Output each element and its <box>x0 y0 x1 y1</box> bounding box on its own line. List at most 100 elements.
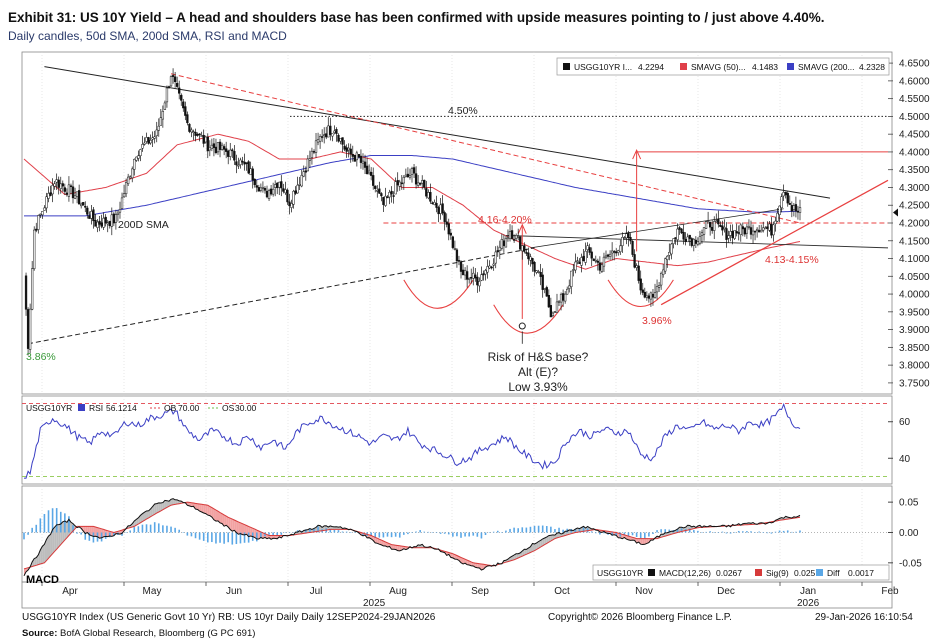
candle-body <box>137 155 140 159</box>
diff-bar <box>239 532 242 544</box>
candle <box>711 220 714 234</box>
diff-bar <box>378 532 381 538</box>
macd-fill-segment <box>528 546 531 554</box>
candle-body <box>149 140 152 144</box>
diff-bar <box>615 532 618 536</box>
candle <box>47 186 50 203</box>
diff-bar <box>644 532 646 539</box>
macd-fill-segment <box>542 538 545 546</box>
diff-bar <box>27 532 29 535</box>
macd-fill-segment <box>195 503 198 510</box>
candle <box>282 183 285 194</box>
candle-body <box>733 230 736 239</box>
candle-body <box>719 224 722 227</box>
candle-body <box>541 274 544 290</box>
diff-bar <box>337 530 340 533</box>
candle-body <box>396 180 399 186</box>
diff-bar <box>374 532 377 539</box>
diff-bar <box>635 532 638 537</box>
candle <box>659 271 663 290</box>
candle-body <box>210 144 214 149</box>
measure-arrow-h <box>517 223 527 234</box>
candle <box>365 157 369 175</box>
candle-body <box>176 82 179 87</box>
candle <box>151 131 154 147</box>
measure-arrow-up <box>632 148 642 160</box>
last-price-marker <box>893 208 898 217</box>
candle-body <box>441 203 444 214</box>
candle <box>492 258 495 271</box>
candle-body <box>94 219 97 227</box>
diff-bar <box>795 531 797 533</box>
macd-fill-segment <box>152 503 155 516</box>
candle-body <box>192 131 195 133</box>
price-legend: USGG10YR I... 4.2294 SMAVG (50)... 4.148… <box>556 57 890 76</box>
candle <box>251 166 254 189</box>
diff-bar <box>529 526 532 533</box>
candle <box>284 181 287 195</box>
macd-fill-segment <box>397 545 400 551</box>
candle <box>363 154 367 175</box>
candle <box>400 175 403 190</box>
macd-fill-segment <box>205 504 208 516</box>
candle-body <box>412 167 416 174</box>
right-shoulder-arc <box>607 279 674 307</box>
candle-body <box>457 260 461 262</box>
diff-bar <box>288 532 291 533</box>
macd-fill-segment <box>236 520 239 535</box>
diff-bar <box>733 532 736 533</box>
candle-body <box>653 292 657 298</box>
candle-body <box>547 295 550 308</box>
diff-bar <box>762 532 765 533</box>
month-label: May <box>143 586 162 597</box>
candle-body <box>435 203 438 208</box>
candle <box>790 201 793 218</box>
macd-fill-segment <box>148 508 151 518</box>
candle-body <box>572 269 575 271</box>
candle <box>155 121 158 143</box>
candle-body <box>749 227 753 235</box>
candle-body <box>173 76 177 82</box>
sma200-label: 200D SMA <box>118 219 169 231</box>
candle <box>100 214 103 229</box>
macd-fill-segment <box>164 500 167 509</box>
candle <box>684 232 687 246</box>
diff-bar <box>55 508 58 533</box>
diff-bar <box>464 532 466 537</box>
candle <box>547 289 550 308</box>
candle-body <box>423 179 426 188</box>
macd-fill-segment <box>226 516 229 528</box>
diff-bar <box>488 532 491 533</box>
candle-body <box>308 158 312 161</box>
macd-fill-segment <box>215 510 218 522</box>
candle-body <box>598 262 602 271</box>
candle-body <box>104 216 107 224</box>
macd-fill-segment <box>142 512 145 522</box>
diff-bar <box>215 532 217 544</box>
candle <box>629 233 632 245</box>
diff-bar <box>509 528 511 533</box>
candle <box>717 210 720 228</box>
candle <box>414 166 418 189</box>
candle-body <box>713 221 716 231</box>
candle-body <box>463 270 467 276</box>
candle <box>639 270 642 295</box>
candle-body <box>796 210 800 213</box>
candle-body <box>778 205 781 215</box>
macd-fill-segment <box>83 526 86 534</box>
candle-body <box>461 269 465 276</box>
candle <box>355 150 359 167</box>
macd-fill-segment <box>171 498 174 506</box>
candle-body <box>341 137 344 145</box>
macd-fill-segment <box>450 553 453 558</box>
diff-bar <box>680 528 683 533</box>
rsi-line <box>23 402 801 479</box>
candle <box>453 240 457 251</box>
macd-fill-segment <box>463 558 466 565</box>
macd-fill-segment <box>461 557 464 565</box>
candle <box>278 181 281 196</box>
diff-bar <box>362 532 364 536</box>
candle <box>678 225 681 235</box>
candle <box>43 205 46 211</box>
diff-bar <box>435 532 438 533</box>
